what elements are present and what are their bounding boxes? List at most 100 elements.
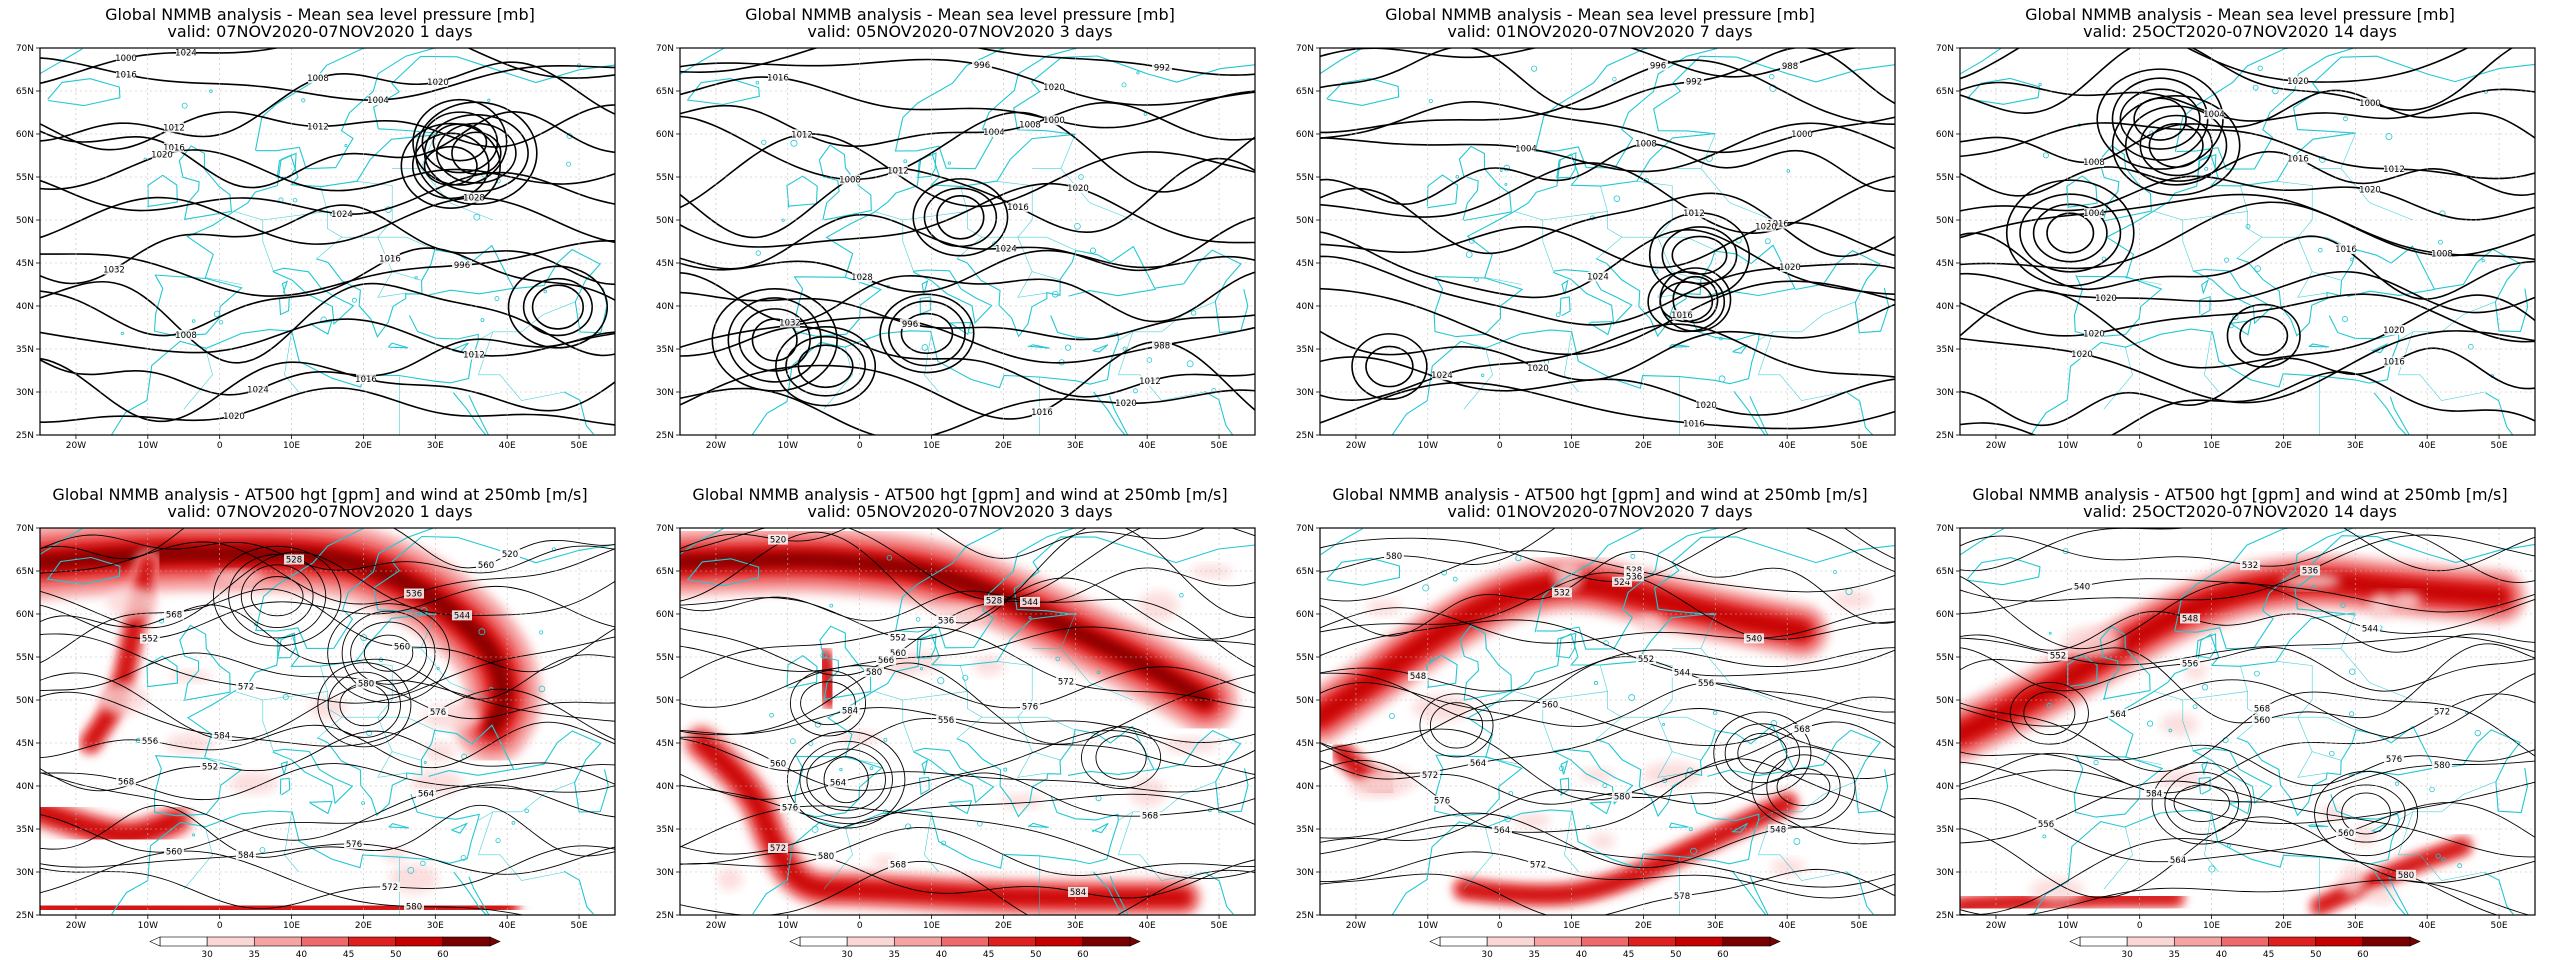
contour-label: 524 bbox=[1614, 578, 1630, 588]
panel-subtitle: valid: 25OCT2020-07NOV2020 14 days bbox=[2083, 22, 2397, 41]
wind-speed-shading bbox=[2390, 591, 2422, 610]
island-outline bbox=[320, 316, 327, 323]
y-tick-label: 70N bbox=[1936, 524, 1954, 534]
island-outline bbox=[213, 310, 221, 318]
contour-label: 584 bbox=[842, 706, 858, 716]
isoline bbox=[1960, 672, 2535, 739]
contour-label: 1024 bbox=[1587, 272, 1609, 282]
contour-label-bg bbox=[2096, 13, 2116, 23]
z500-wind-panel-3days: Global NMMB analysis - AT500 hgt [gpm] a… bbox=[640, 480, 1280, 960]
axes: 20W 10W 0 10E 20E 30E 40E 50E 70N 65N 60N 55N 50N 45N… bbox=[16, 524, 616, 931]
contour-label-bg bbox=[116, 69, 136, 80]
isoline bbox=[1960, 838, 2499, 915]
coastline bbox=[1091, 822, 1109, 834]
coastline bbox=[563, 391, 594, 435]
island-outline bbox=[361, 801, 365, 806]
closed-isoline bbox=[1724, 723, 1800, 784]
island-outline bbox=[489, 686, 494, 691]
colorbar-end bbox=[2069, 936, 2081, 947]
coastline bbox=[1653, 55, 1895, 135]
isoline bbox=[680, 528, 1255, 601]
contour-label: 1024 bbox=[247, 385, 269, 395]
isoline bbox=[1960, 370, 2535, 435]
isoline bbox=[1320, 122, 1895, 173]
contour-label: 1016 bbox=[1031, 408, 1053, 418]
contour-label-bg bbox=[840, 705, 860, 716]
y-tick-label: 45N bbox=[656, 259, 674, 269]
contour-label-bg bbox=[828, 777, 848, 788]
island-outline bbox=[1504, 182, 1508, 186]
colorbar-end bbox=[2409, 936, 2421, 947]
colorbar-swatch bbox=[1675, 936, 1724, 947]
contour-label: 1020 bbox=[1755, 223, 1777, 233]
country-border bbox=[902, 691, 983, 739]
contour-label-bg bbox=[2252, 715, 2272, 726]
contour-label: 996 bbox=[2098, 14, 2114, 24]
colorbar-label: 60 bbox=[437, 950, 449, 960]
island-outline bbox=[1055, 656, 1061, 662]
contour-label: 1020 bbox=[1527, 364, 1549, 374]
contour-label-bg bbox=[284, 554, 304, 565]
isoline bbox=[40, 784, 615, 853]
x-tick-label: 20E bbox=[2275, 441, 2292, 451]
wind-speed-shading bbox=[40, 807, 182, 840]
coastline bbox=[272, 267, 355, 326]
coastline bbox=[451, 822, 469, 834]
contour-label-bg bbox=[2240, 560, 2260, 571]
contour-label-bg bbox=[380, 253, 400, 264]
island-outline bbox=[1179, 593, 1184, 598]
coastline bbox=[2195, 633, 2217, 659]
closed-isoline bbox=[2239, 315, 2289, 356]
closed-isoline bbox=[2005, 179, 2135, 287]
coastline bbox=[2308, 824, 2329, 828]
country-border bbox=[356, 181, 393, 238]
contour-label-bg bbox=[332, 208, 352, 219]
contour-label: 584 bbox=[1070, 888, 1086, 898]
country-border bbox=[981, 716, 1061, 761]
contour-label-bg bbox=[936, 714, 956, 725]
colorbar-label: 30 bbox=[201, 950, 213, 960]
contour-label: 568 bbox=[1142, 812, 1158, 822]
wind-speed-shading bbox=[1190, 564, 1234, 579]
closed-isoline bbox=[823, 756, 869, 804]
contour-label-bg bbox=[816, 850, 836, 861]
island-outline bbox=[2438, 239, 2443, 245]
island-outline bbox=[769, 712, 774, 718]
contour-label-bg bbox=[1528, 859, 1548, 870]
y-tick-label: 45N bbox=[1296, 739, 1314, 749]
contour-label-bg bbox=[1068, 887, 1088, 898]
closed-isoline bbox=[411, 132, 490, 200]
isoline bbox=[680, 387, 1255, 435]
y-tick-label: 70N bbox=[16, 44, 34, 54]
coastline bbox=[894, 528, 1077, 649]
isoline bbox=[680, 707, 1255, 743]
isoline bbox=[1320, 303, 1895, 381]
coastline bbox=[387, 342, 409, 349]
contour-label-bg bbox=[2336, 827, 2356, 838]
island-outline bbox=[1559, 765, 1565, 771]
contour-label-bg bbox=[428, 706, 448, 717]
coastline bbox=[1556, 151, 1577, 179]
contour-label-bg bbox=[1780, 60, 1800, 71]
contour-label: 996 bbox=[902, 320, 918, 330]
island-outline bbox=[2168, 728, 2173, 733]
island-outline bbox=[2245, 223, 2251, 229]
contour-label: 992 bbox=[1686, 77, 1702, 87]
island-outline bbox=[478, 628, 486, 636]
isoline bbox=[680, 626, 1255, 708]
contour-label-bg bbox=[164, 142, 184, 153]
country-border bbox=[2297, 271, 2327, 298]
contour-label-bg bbox=[768, 72, 788, 83]
isoline bbox=[1320, 812, 1895, 869]
y-tick-label: 60N bbox=[16, 130, 34, 140]
x-tick-label: 20W bbox=[1346, 441, 1366, 451]
closed-isoline bbox=[900, 312, 954, 355]
mslp-panel-3days: Global NMMB analysis - Mean sea level pr… bbox=[640, 0, 1280, 480]
panel-subtitle: valid: 07NOV2020-07NOV2020 1 days bbox=[167, 502, 473, 521]
coastline bbox=[563, 870, 594, 915]
isoline bbox=[40, 764, 615, 841]
isoline bbox=[680, 528, 1255, 624]
country-border bbox=[183, 827, 213, 890]
country-border bbox=[1514, 691, 1554, 752]
island-outline bbox=[1133, 388, 1138, 394]
